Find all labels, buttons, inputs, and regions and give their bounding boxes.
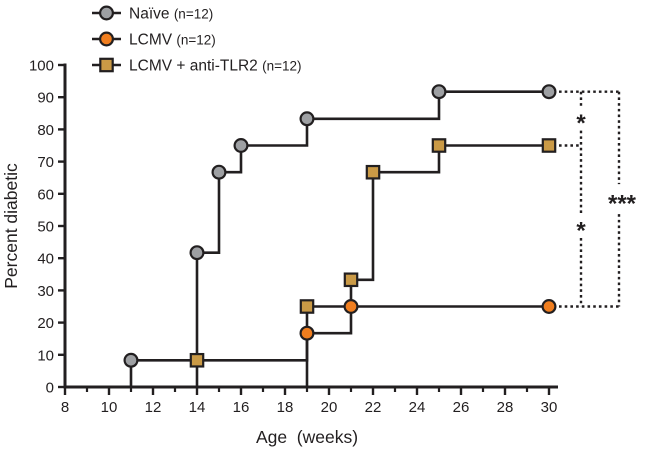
legend-lcmv-marker-icon [98,31,114,47]
x-tick-label: 28 [497,399,514,416]
data-point-marker [431,138,447,153]
y-tick-label: 20 [37,315,54,332]
data-point-marker [365,164,381,180]
data-point-marker [541,84,557,100]
series-markers-lcmv [299,299,557,341]
data-point-marker [189,245,205,261]
legend-label: Naïve (n=12) [129,6,213,23]
legend-item-na-ve: Naïve (n=12) [92,5,213,23]
data-point-marker [541,138,557,153]
y-tick-label: 60 [37,186,54,203]
y-tick-label: 90 [37,90,54,107]
y-tick-label: 50 [37,219,54,236]
x-tick-label: 12 [145,399,162,416]
x-axis-title: Age (weeks) [256,427,358,447]
significance-stars-naive-vs-tlr2: * [576,110,586,137]
data-point-marker [431,84,447,100]
data-point-marker [211,164,227,180]
x-tick-label: 14 [189,399,206,416]
series-line-lcmv-anti-tlr2 [195,144,549,387]
x-tick-label: 26 [453,399,470,416]
y-tick-label: 0 [46,380,54,397]
legend-na-ve-marker-icon [98,5,114,21]
y-axis-title: Percent diabetic [1,163,21,289]
x-tick-label: 24 [409,399,426,416]
y-tick-label: 40 [37,251,54,268]
legend-label: LCMV (n=12) [129,32,216,49]
x-axis: 8 10 12 14 16 18 20 22 24 26 28 30 [61,387,558,416]
data-point-marker [299,325,315,341]
y-axis: 0 10 20 30 40 50 60 70 80 90 100 [29,58,65,397]
y-tick-label: 30 [37,283,54,300]
y-tick-label: 80 [37,122,54,139]
data-point-marker [541,299,557,315]
y-tick-label: 70 [37,154,54,171]
significance-stars-naive-vs-lcmv: *** [608,191,637,218]
data-point-marker [343,299,359,315]
legend-lcmv-anti-tlr2-marker-icon [99,57,114,73]
legend: Naïve (n=12) LCMV (n=12) LCMV + anti-TLR2 … [92,5,302,75]
x-tick-label: 8 [61,399,69,416]
series-line-na-ve [129,90,549,387]
data-point-marker [233,138,249,154]
x-tick-label: 30 [541,399,558,416]
significance-brackets: ***** [559,90,637,308]
significance-stars-tlr2-vs-lcmv: * [576,218,586,245]
series-markers-lcmv-anti-tlr2 [189,138,557,368]
legend-item-lcmv-anti-tlr2: LCMV + anti-TLR2 (n=12) [92,58,302,75]
x-tick-label: 10 [101,399,118,416]
x-tick-label: 16 [233,399,250,416]
legend-label: LCMV + anti-TLR2 (n=12) [129,58,302,75]
y-tick-label: 10 [37,347,54,364]
legend-item-lcmv: LCMV (n=12) [92,31,216,49]
data-point-marker [189,352,205,368]
x-tick-label: 18 [277,399,294,416]
data-point-marker [299,299,315,314]
y-tick-label: 100 [29,58,54,75]
series-markers-na-ve [123,84,557,368]
data-point-marker [343,272,359,288]
x-tick-label: 22 [365,399,382,416]
data-point-marker [299,111,315,127]
series-line-lcmv [305,305,549,387]
x-tick-label: 20 [321,399,338,416]
data-point-marker [123,352,139,368]
